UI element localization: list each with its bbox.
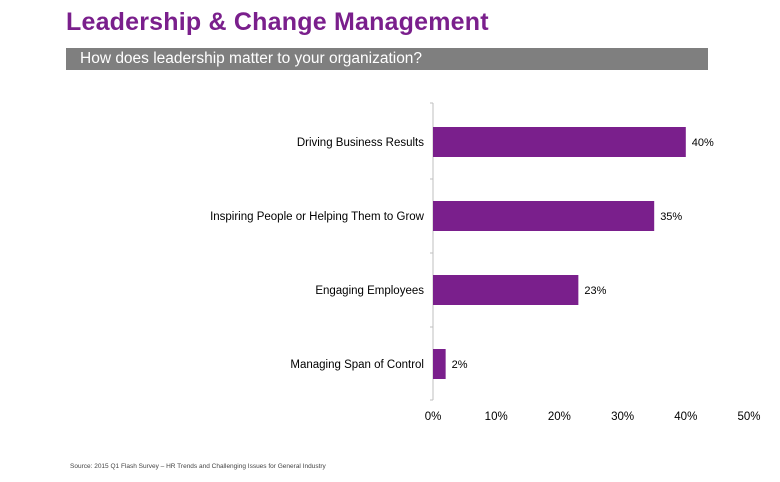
data-label: 35% <box>660 211 682 223</box>
x-tick-label: 10% <box>485 411 508 423</box>
source-note: Source: 2015 Q1 Flash Survey – HR Trends… <box>70 463 326 470</box>
bar <box>433 275 579 305</box>
bar <box>433 349 446 379</box>
x-tick-label: 30% <box>611 411 634 423</box>
page-title: Leadership & Change Management <box>66 8 489 36</box>
category-label: Inspiring People or Helping Them to Grow <box>210 211 425 223</box>
category-label: Managing Span of Control <box>290 359 424 371</box>
subtitle-banner: How does leadership matter to your organ… <box>66 48 708 70</box>
x-tick-label: 20% <box>548 411 571 423</box>
category-label: Driving Business Results <box>297 137 424 149</box>
bar <box>433 201 655 231</box>
x-tick-label: 0% <box>425 411 442 423</box>
subtitle-text: How does leadership matter to your organ… <box>80 50 423 67</box>
data-label: 23% <box>584 285 606 297</box>
x-tick-label: 40% <box>674 411 697 423</box>
category-label: Engaging Employees <box>315 285 424 297</box>
data-label: 40% <box>692 137 714 149</box>
bar <box>433 127 686 157</box>
data-label: 2% <box>452 359 468 371</box>
x-tick-label: 50% <box>737 411 760 423</box>
